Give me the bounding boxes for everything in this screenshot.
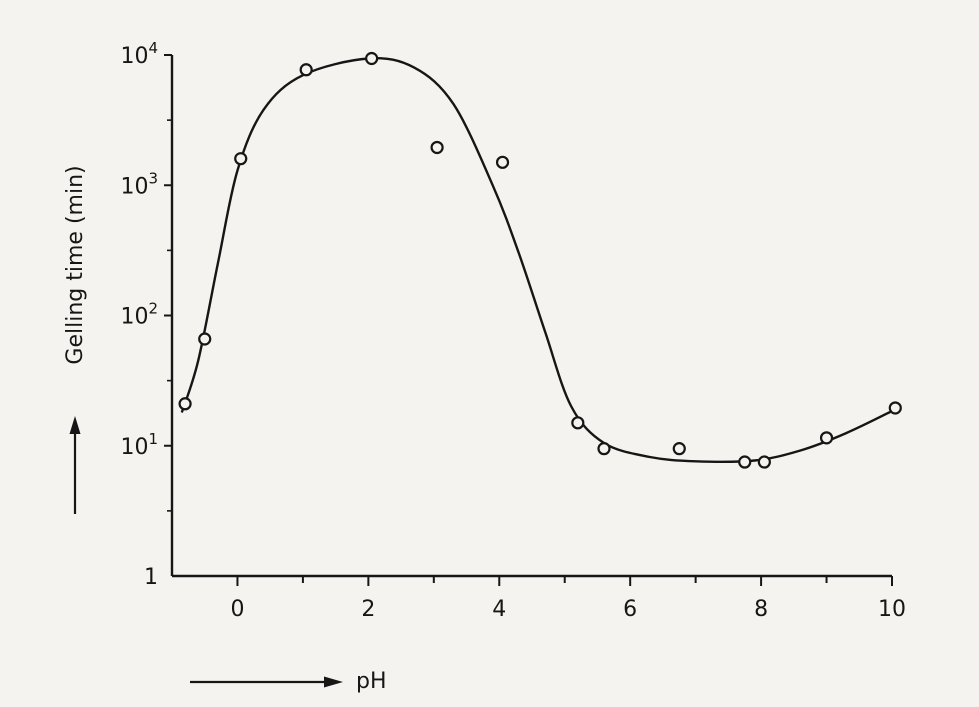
x-tick-label: 0 bbox=[230, 597, 244, 622]
tick-marks bbox=[164, 54, 893, 586]
y-label-arrow bbox=[69, 416, 81, 514]
data-point bbox=[571, 416, 585, 430]
x-tick-label: 8 bbox=[754, 597, 768, 622]
y-axis-label: Gelling time (min) bbox=[63, 165, 88, 364]
data-point bbox=[672, 442, 686, 456]
fitted-curve-line bbox=[180, 57, 896, 463]
axes bbox=[170, 55, 892, 578]
y-tick-label: 103 bbox=[120, 169, 158, 199]
fitted-curve bbox=[180, 57, 896, 463]
data-point bbox=[757, 455, 771, 469]
data-point bbox=[888, 401, 902, 415]
x-tick-label: 6 bbox=[623, 597, 637, 622]
data-point bbox=[430, 140, 444, 155]
data-point bbox=[738, 455, 752, 469]
y-tick-labels: 1 101 102 103 104 bbox=[120, 39, 158, 590]
y-tick-label: 1 bbox=[144, 565, 158, 590]
data-point bbox=[597, 442, 611, 456]
x-axis-label: pH bbox=[356, 669, 387, 694]
x-tick-labels: 0 2 4 6 8 10 bbox=[230, 597, 906, 622]
data-point bbox=[234, 152, 248, 166]
y-tick-label: 101 bbox=[120, 430, 158, 460]
y-tick-label: 104 bbox=[120, 39, 158, 69]
data-points bbox=[178, 51, 902, 469]
data-point bbox=[495, 155, 510, 169]
data-point bbox=[819, 431, 834, 445]
x-tick-label: 4 bbox=[492, 597, 506, 622]
data-point bbox=[198, 332, 212, 346]
x-tick-label: 10 bbox=[878, 597, 906, 622]
data-point bbox=[299, 63, 313, 77]
x-tick-label: 2 bbox=[361, 597, 375, 622]
data-point bbox=[178, 397, 192, 411]
y-tick-label: 102 bbox=[120, 300, 158, 330]
data-point bbox=[365, 51, 379, 66]
x-label-arrow bbox=[190, 676, 343, 688]
